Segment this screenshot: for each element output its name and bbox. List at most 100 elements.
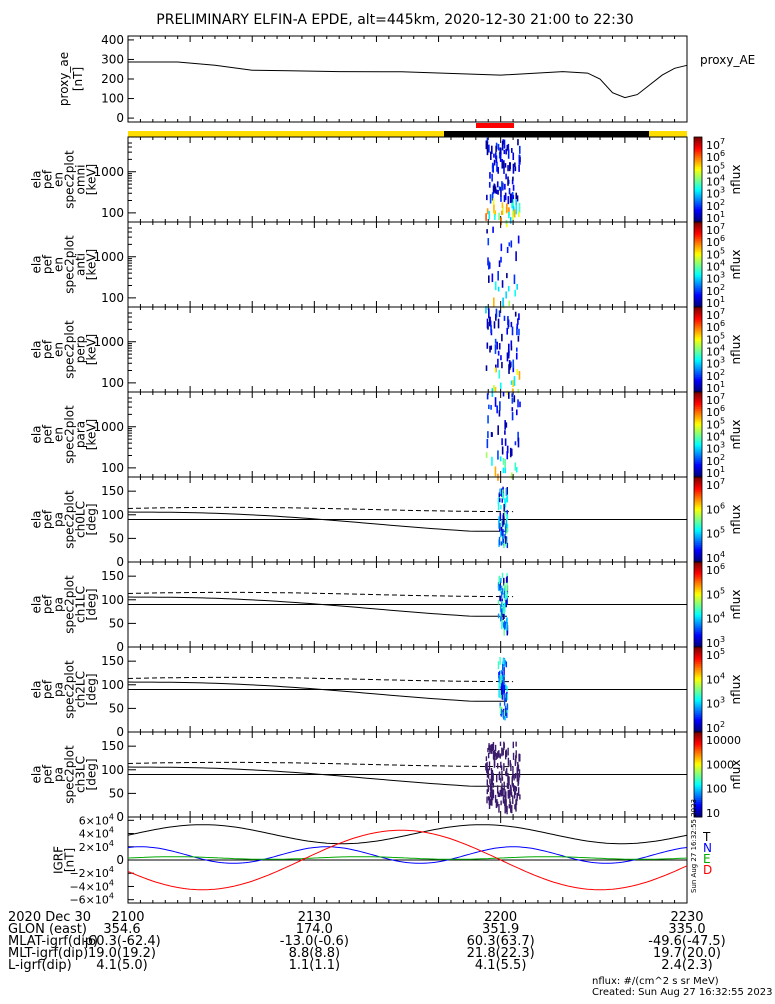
- colorbar-cell: [694, 156, 702, 159]
- colorbar-cell: [694, 338, 702, 342]
- colorbar-cell: [694, 566, 702, 569]
- pa-pixel: [510, 788, 512, 795]
- colorbar-cell: [694, 181, 702, 185]
- colorbar-cell: [694, 324, 702, 327]
- footer-row-label: MLAT-igrf(dip): [8, 934, 98, 949]
- colorbar-cell: [694, 640, 702, 644]
- colorbar-cell: [694, 326, 702, 329]
- pa-pixel: [494, 752, 497, 757]
- pa-pixel: [504, 602, 506, 611]
- spectrogram-pixel: [507, 392, 510, 399]
- footer-row-value: -49.6(-47.5): [648, 934, 725, 949]
- colorbar-cell: [694, 572, 702, 576]
- spectrogram-pixel: [507, 143, 510, 152]
- colorbar-cell: [694, 638, 702, 642]
- colorbar-cell: [694, 154, 702, 157]
- loss-cone-line: [127, 596, 507, 617]
- colorbar-cell: [694, 678, 702, 682]
- colorbar-cell: [694, 228, 702, 231]
- y-tick-label: 100: [101, 92, 124, 106]
- igrf-legend-N: N: [703, 841, 712, 855]
- colorbar-cell: [694, 757, 702, 761]
- colorbar-cell: [694, 202, 702, 206]
- pa-pixel: [512, 783, 514, 788]
- colorbar-tick-label: 1000: [706, 758, 734, 771]
- colorbar-tick-label: 103: [706, 271, 725, 286]
- pa-pixel: [492, 789, 494, 796]
- y-axis-label-line: ch1LC: [74, 586, 88, 623]
- colorbar-tick-label: 106: [706, 562, 725, 577]
- colorbar-cell: [694, 353, 702, 357]
- pa-pixel: [507, 757, 510, 766]
- colorbar-cell: [694, 336, 702, 340]
- footer-row-value: 21.8(22.3): [467, 946, 535, 961]
- y-axis-label-line: ch3LC: [74, 756, 88, 793]
- spectrogram-pixel: [486, 229, 488, 234]
- colorbar-cell: [694, 651, 702, 654]
- spectrogram-pixel: [511, 393, 513, 398]
- spectrogram-pixel: [512, 152, 515, 161]
- colorbar-cell: [694, 321, 702, 325]
- colorbar-cell: [694, 672, 702, 676]
- spectrogram-pixel: [496, 161, 498, 172]
- spectrogram-pixel: [510, 340, 513, 347]
- spectrogram-pixel: [488, 404, 490, 410]
- pa-pixel: [506, 509, 508, 518]
- colorbar-cell: [694, 528, 702, 531]
- colorbar-cell: [694, 487, 702, 491]
- colorbar-cell: [694, 245, 702, 248]
- y-axis-label-line: pef: [41, 254, 55, 274]
- pa-pixel: [505, 708, 507, 716]
- pa-pixel: [500, 591, 503, 598]
- spectrogram-pixel: [512, 184, 515, 191]
- spectrogram-pixel: [500, 195, 502, 202]
- colorbar-cell: [694, 372, 702, 376]
- colorbar-cell: [694, 574, 702, 578]
- elapefen-spec2plot-perp-frame: [127, 306, 688, 393]
- colorbar-cell: [694, 472, 702, 476]
- colorbar-cell: [694, 481, 702, 484]
- spectrogram-pixel: [504, 438, 507, 446]
- spectrogram-pixel: [498, 370, 501, 379]
- pa-pixel: [508, 776, 510, 786]
- colorbar-cell: [694, 277, 702, 280]
- pa-pixel: [498, 680, 500, 689]
- spectrogram-pixel: [489, 172, 491, 179]
- colorbar-cell: [694, 328, 702, 331]
- loss-cone-line: [127, 511, 507, 532]
- spectrogram-pixel: [508, 188, 511, 195]
- spectrogram-pixel: [514, 311, 517, 317]
- pa-pixel: [501, 572, 504, 579]
- colorbar-cell: [694, 649, 702, 652]
- colorbar-cell: [694, 413, 702, 416]
- y-axis-label-line: en: [52, 172, 66, 187]
- pa-pixel: [505, 536, 507, 544]
- colorbar-cell: [694, 668, 702, 671]
- colorbar-cell: [694, 364, 702, 367]
- elapefen-spec2plot-omni-frame: [127, 136, 688, 223]
- colorbar-cell: [694, 381, 702, 384]
- colorbar-tick-label: 106: [706, 404, 725, 419]
- pa-pixel: [511, 776, 513, 785]
- colorbar-tick-label: 105: [706, 331, 725, 346]
- colorbar-cell: [694, 627, 702, 631]
- colorbar-cell: [694, 260, 702, 263]
- colorbar-tick-label: 107: [706, 477, 725, 492]
- colorbar-cell: [694, 653, 702, 656]
- pa-pixel: [506, 514, 509, 520]
- pa-pixel: [502, 492, 504, 499]
- pa-pixel: [504, 789, 506, 798]
- colorbar-cell: [694, 515, 702, 518]
- spectrogram-pixel: [512, 194, 515, 200]
- pa-pixel: [505, 693, 507, 702]
- spectrogram-pixel: [509, 217, 512, 224]
- pa-pixel: [505, 519, 508, 528]
- pa-pixel: [495, 752, 497, 761]
- pa-pixel: [500, 541, 503, 546]
- y-axis-label-line: pef: [41, 679, 55, 699]
- pa-pixel: [494, 794, 497, 803]
- elapefen-spec2plot-anti-colorbar-label: nflux: [729, 250, 743, 280]
- spectrogram-pixel: [512, 163, 515, 174]
- pa-pixel: [506, 487, 508, 495]
- colorbar-cell: [694, 453, 702, 457]
